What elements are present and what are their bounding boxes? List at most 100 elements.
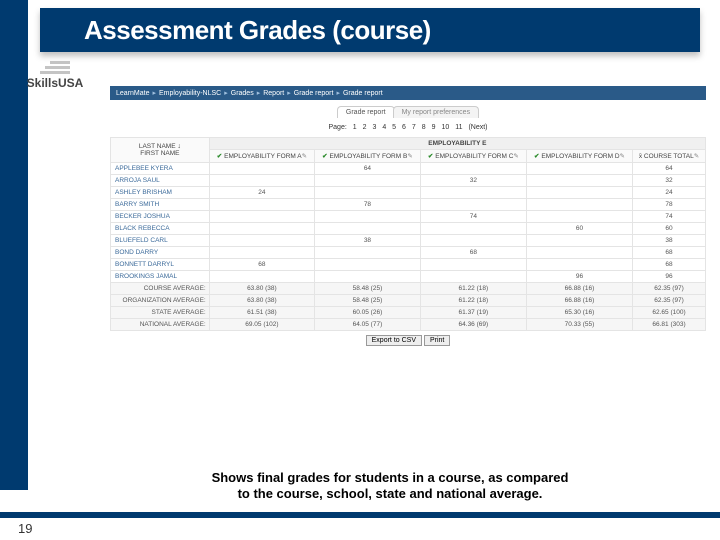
page-number: 19 bbox=[18, 521, 32, 536]
student-name[interactable]: APPLEBEE KYERA bbox=[111, 163, 210, 175]
bottom-accent-bar bbox=[0, 512, 720, 518]
table-row: ASHLEY BRISHAM2424 bbox=[111, 187, 706, 199]
average-cell: 62.35 (97) bbox=[633, 283, 706, 295]
grade-cell: 74 bbox=[420, 211, 526, 223]
tab-report-preferences[interactable]: My report preferences bbox=[393, 106, 479, 118]
col-header[interactable]: ✔EMPLOYABILITY FORM B✎ bbox=[315, 150, 421, 163]
grade-cell bbox=[209, 211, 314, 223]
student-name[interactable]: BECKER JOSHUA bbox=[111, 211, 210, 223]
pager-page[interactable]: 5 bbox=[392, 124, 396, 131]
grade-cell: 32 bbox=[633, 175, 706, 187]
check-icon: ✔ bbox=[217, 153, 222, 160]
average-label: COURSE AVERAGE: bbox=[111, 283, 210, 295]
grade-cell bbox=[209, 163, 314, 175]
grade-cell bbox=[315, 223, 421, 235]
tab-grade-report[interactable]: Grade report bbox=[337, 106, 395, 118]
pager-page[interactable]: 3 bbox=[372, 124, 376, 131]
average-cell: 65.30 (16) bbox=[526, 307, 632, 319]
average-cell: 58.48 (25) bbox=[315, 295, 421, 307]
grade-cell: 60 bbox=[526, 223, 632, 235]
pager-page[interactable]: 4 bbox=[382, 124, 386, 131]
skillsusa-logo: SkillsUSA bbox=[10, 58, 100, 92]
pager-page[interactable]: 6 bbox=[402, 124, 406, 131]
grade-cell: 38 bbox=[633, 235, 706, 247]
average-label: ORGANIZATION AVERAGE: bbox=[111, 295, 210, 307]
student-name[interactable]: BLUEFELD CARL bbox=[111, 235, 210, 247]
table-row: BOND DARRY6868 bbox=[111, 247, 706, 259]
pager-page[interactable]: 9 bbox=[432, 124, 436, 131]
col-header[interactable]: ✔EMPLOYABILITY FORM C✎ bbox=[420, 150, 526, 163]
check-icon: ✔ bbox=[534, 153, 539, 160]
grade-cell: 68 bbox=[209, 259, 314, 271]
table-row: BECKER JOSHUA 74 74 bbox=[111, 211, 706, 223]
sigma-icon: x̄ bbox=[639, 153, 642, 160]
pager-page[interactable]: 2 bbox=[363, 124, 367, 131]
average-cell: 66.88 (16) bbox=[526, 283, 632, 295]
student-name[interactable]: BOND DARRY bbox=[111, 247, 210, 259]
breadcrumb-item[interactable]: Grades bbox=[231, 90, 254, 97]
logo-text: SkillsUSA bbox=[27, 76, 84, 90]
table-row: BLACK REBECCA6060 bbox=[111, 223, 706, 235]
grade-cell bbox=[526, 199, 632, 211]
student-name[interactable]: BROOKINGS JAMAL bbox=[111, 271, 210, 283]
average-cell: 64.05 (77) bbox=[315, 319, 421, 331]
table-row: BARRY SMITH7878 bbox=[111, 199, 706, 211]
grade-cell bbox=[209, 199, 314, 211]
grade-cell: 68 bbox=[420, 247, 526, 259]
breadcrumb-item[interactable]: Grade report bbox=[294, 90, 334, 97]
name-header-1: LAST NAME bbox=[139, 143, 176, 150]
grade-cell bbox=[209, 247, 314, 259]
pager: Page: 1 2 3 4 5 6 7 8 9 10 11 (Next) bbox=[110, 124, 706, 131]
grade-cell bbox=[315, 271, 421, 283]
print-button[interactable]: Print bbox=[424, 335, 450, 346]
pager-page[interactable]: 1 bbox=[353, 124, 357, 131]
table-row: ARROJA SAUL 32 32 bbox=[111, 175, 706, 187]
grade-cell bbox=[420, 259, 526, 271]
col-header[interactable]: ✔EMPLOYABILITY FORM D✎ bbox=[526, 150, 632, 163]
breadcrumb: LearnMate▸ Employability-NLSC▸ Grades▸ R… bbox=[110, 86, 706, 100]
grade-cell: 32 bbox=[420, 175, 526, 187]
average-cell: 61.37 (19) bbox=[420, 307, 526, 319]
grade-cell bbox=[209, 271, 314, 283]
col-header[interactable]: x̄ COURSE TOTAL✎ bbox=[633, 150, 706, 163]
grade-cell: 64 bbox=[633, 163, 706, 175]
pager-page[interactable]: 10 bbox=[441, 124, 449, 131]
export-csv-button[interactable]: Export to CSV bbox=[366, 335, 422, 346]
average-row: STATE AVERAGE:61.51 (38)60.05 (26)61.37 … bbox=[111, 307, 706, 319]
pager-next[interactable]: (Next) bbox=[468, 124, 487, 131]
col-header[interactable]: ✔EMPLOYABILITY FORM A✎ bbox=[209, 150, 314, 163]
student-name[interactable]: ASHLEY BRISHAM bbox=[111, 187, 210, 199]
breadcrumb-item[interactable]: Report bbox=[263, 90, 284, 97]
pager-page[interactable]: 7 bbox=[412, 124, 416, 131]
grade-cell: 96 bbox=[633, 271, 706, 283]
grade-cell bbox=[420, 199, 526, 211]
grade-cell bbox=[526, 259, 632, 271]
student-name[interactable]: BONNETT DARRYL bbox=[111, 259, 210, 271]
student-name[interactable]: BLACK REBECCA bbox=[111, 223, 210, 235]
name-header-2: FIRST NAME bbox=[140, 150, 179, 157]
pager-page[interactable]: 11 bbox=[455, 124, 462, 131]
pencil-icon: ✎ bbox=[513, 153, 518, 160]
grade-cell bbox=[209, 223, 314, 235]
student-name[interactable]: ARROJA SAUL bbox=[111, 175, 210, 187]
grade-cell: 74 bbox=[633, 211, 706, 223]
grade-cell bbox=[526, 235, 632, 247]
grade-cell bbox=[315, 187, 421, 199]
grade-cell bbox=[209, 235, 314, 247]
slide-title: Assessment Grades (course) bbox=[40, 8, 700, 52]
average-cell: 69.05 (102) bbox=[209, 319, 314, 331]
export-row: Export to CSV Print bbox=[110, 335, 706, 346]
average-cell: 62.65 (100) bbox=[633, 307, 706, 319]
grade-cell bbox=[420, 163, 526, 175]
student-name[interactable]: BARRY SMITH bbox=[111, 199, 210, 211]
grade-cell: 78 bbox=[633, 199, 706, 211]
name-column-header[interactable]: LAST NAME ↓ FIRST NAME bbox=[111, 138, 210, 163]
pager-page[interactable]: 8 bbox=[422, 124, 426, 131]
grade-cell bbox=[420, 235, 526, 247]
breadcrumb-item[interactable]: LearnMate bbox=[116, 90, 149, 97]
average-row: NATIONAL AVERAGE:69.05 (102)64.05 (77)64… bbox=[111, 319, 706, 331]
breadcrumb-item[interactable]: Employability-NLSC bbox=[159, 90, 221, 97]
slide-title-text: Assessment Grades (course) bbox=[84, 15, 431, 46]
grade-cell bbox=[420, 187, 526, 199]
pencil-icon: ✎ bbox=[407, 153, 412, 160]
